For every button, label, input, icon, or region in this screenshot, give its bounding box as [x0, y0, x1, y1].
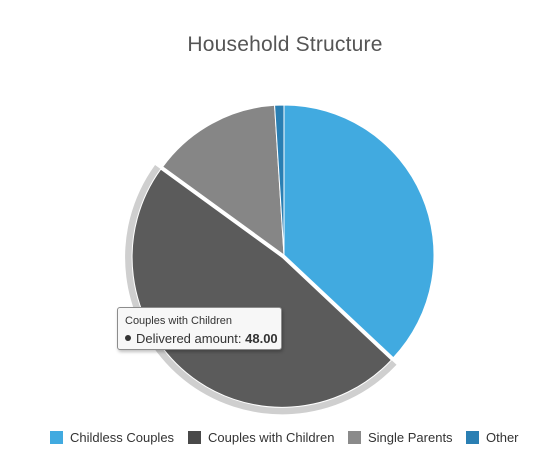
legend-swatch-couples-with-children [188, 430, 201, 444]
chart-title: Household Structure [187, 33, 383, 56]
tooltip-category: Couples with Children [125, 315, 232, 327]
legend-item-single-parents[interactable]: Single Parents [348, 428, 453, 446]
tooltip-series-dot [125, 335, 131, 341]
legend-label-other: Other [486, 429, 519, 445]
legend-label-single-parents: Single Parents [368, 429, 453, 445]
legend-swatch-single-parents [348, 430, 361, 444]
legend-swatch-childless-couples [50, 430, 63, 444]
legend: Childless Couples Couples with Children … [0, 428, 553, 446]
tooltip-series-label: Delivered amount: [136, 331, 242, 346]
tooltip-value-line: Delivered amount: 48.00 [125, 331, 281, 346]
legend-item-couples-with-children[interactable]: Couples with Children [188, 428, 334, 446]
legend-item-other[interactable]: Other [466, 428, 519, 446]
legend-label-childless-couples: Childless Couples [70, 429, 175, 445]
pie-slices [125, 104, 435, 415]
tooltip: Couples with Children Delivered amount: … [117, 307, 282, 350]
tooltip-value: 48.00 [245, 331, 278, 346]
pie-slice-single-parents[interactable] [161, 104, 285, 257]
legend-item-childless-couples[interactable]: Childless Couples [50, 428, 174, 446]
pie-slice-childless-couples[interactable] [283, 104, 435, 359]
legend-swatch-other [466, 430, 479, 444]
legend-label-couples-with-children: Couples with Children [208, 429, 335, 445]
pie-slice-other[interactable] [274, 104, 285, 256]
